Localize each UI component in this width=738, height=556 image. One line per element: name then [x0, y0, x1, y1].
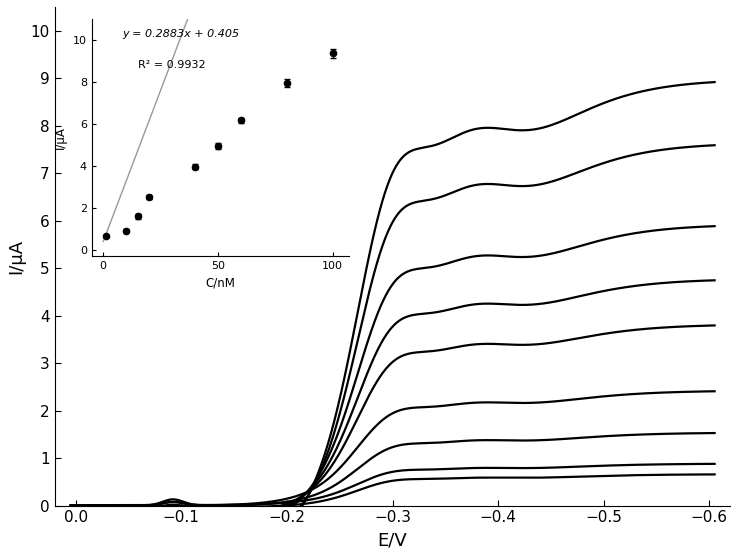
- Y-axis label: I/μA: I/μA: [7, 239, 25, 274]
- X-axis label: E/V: E/V: [378, 531, 407, 549]
